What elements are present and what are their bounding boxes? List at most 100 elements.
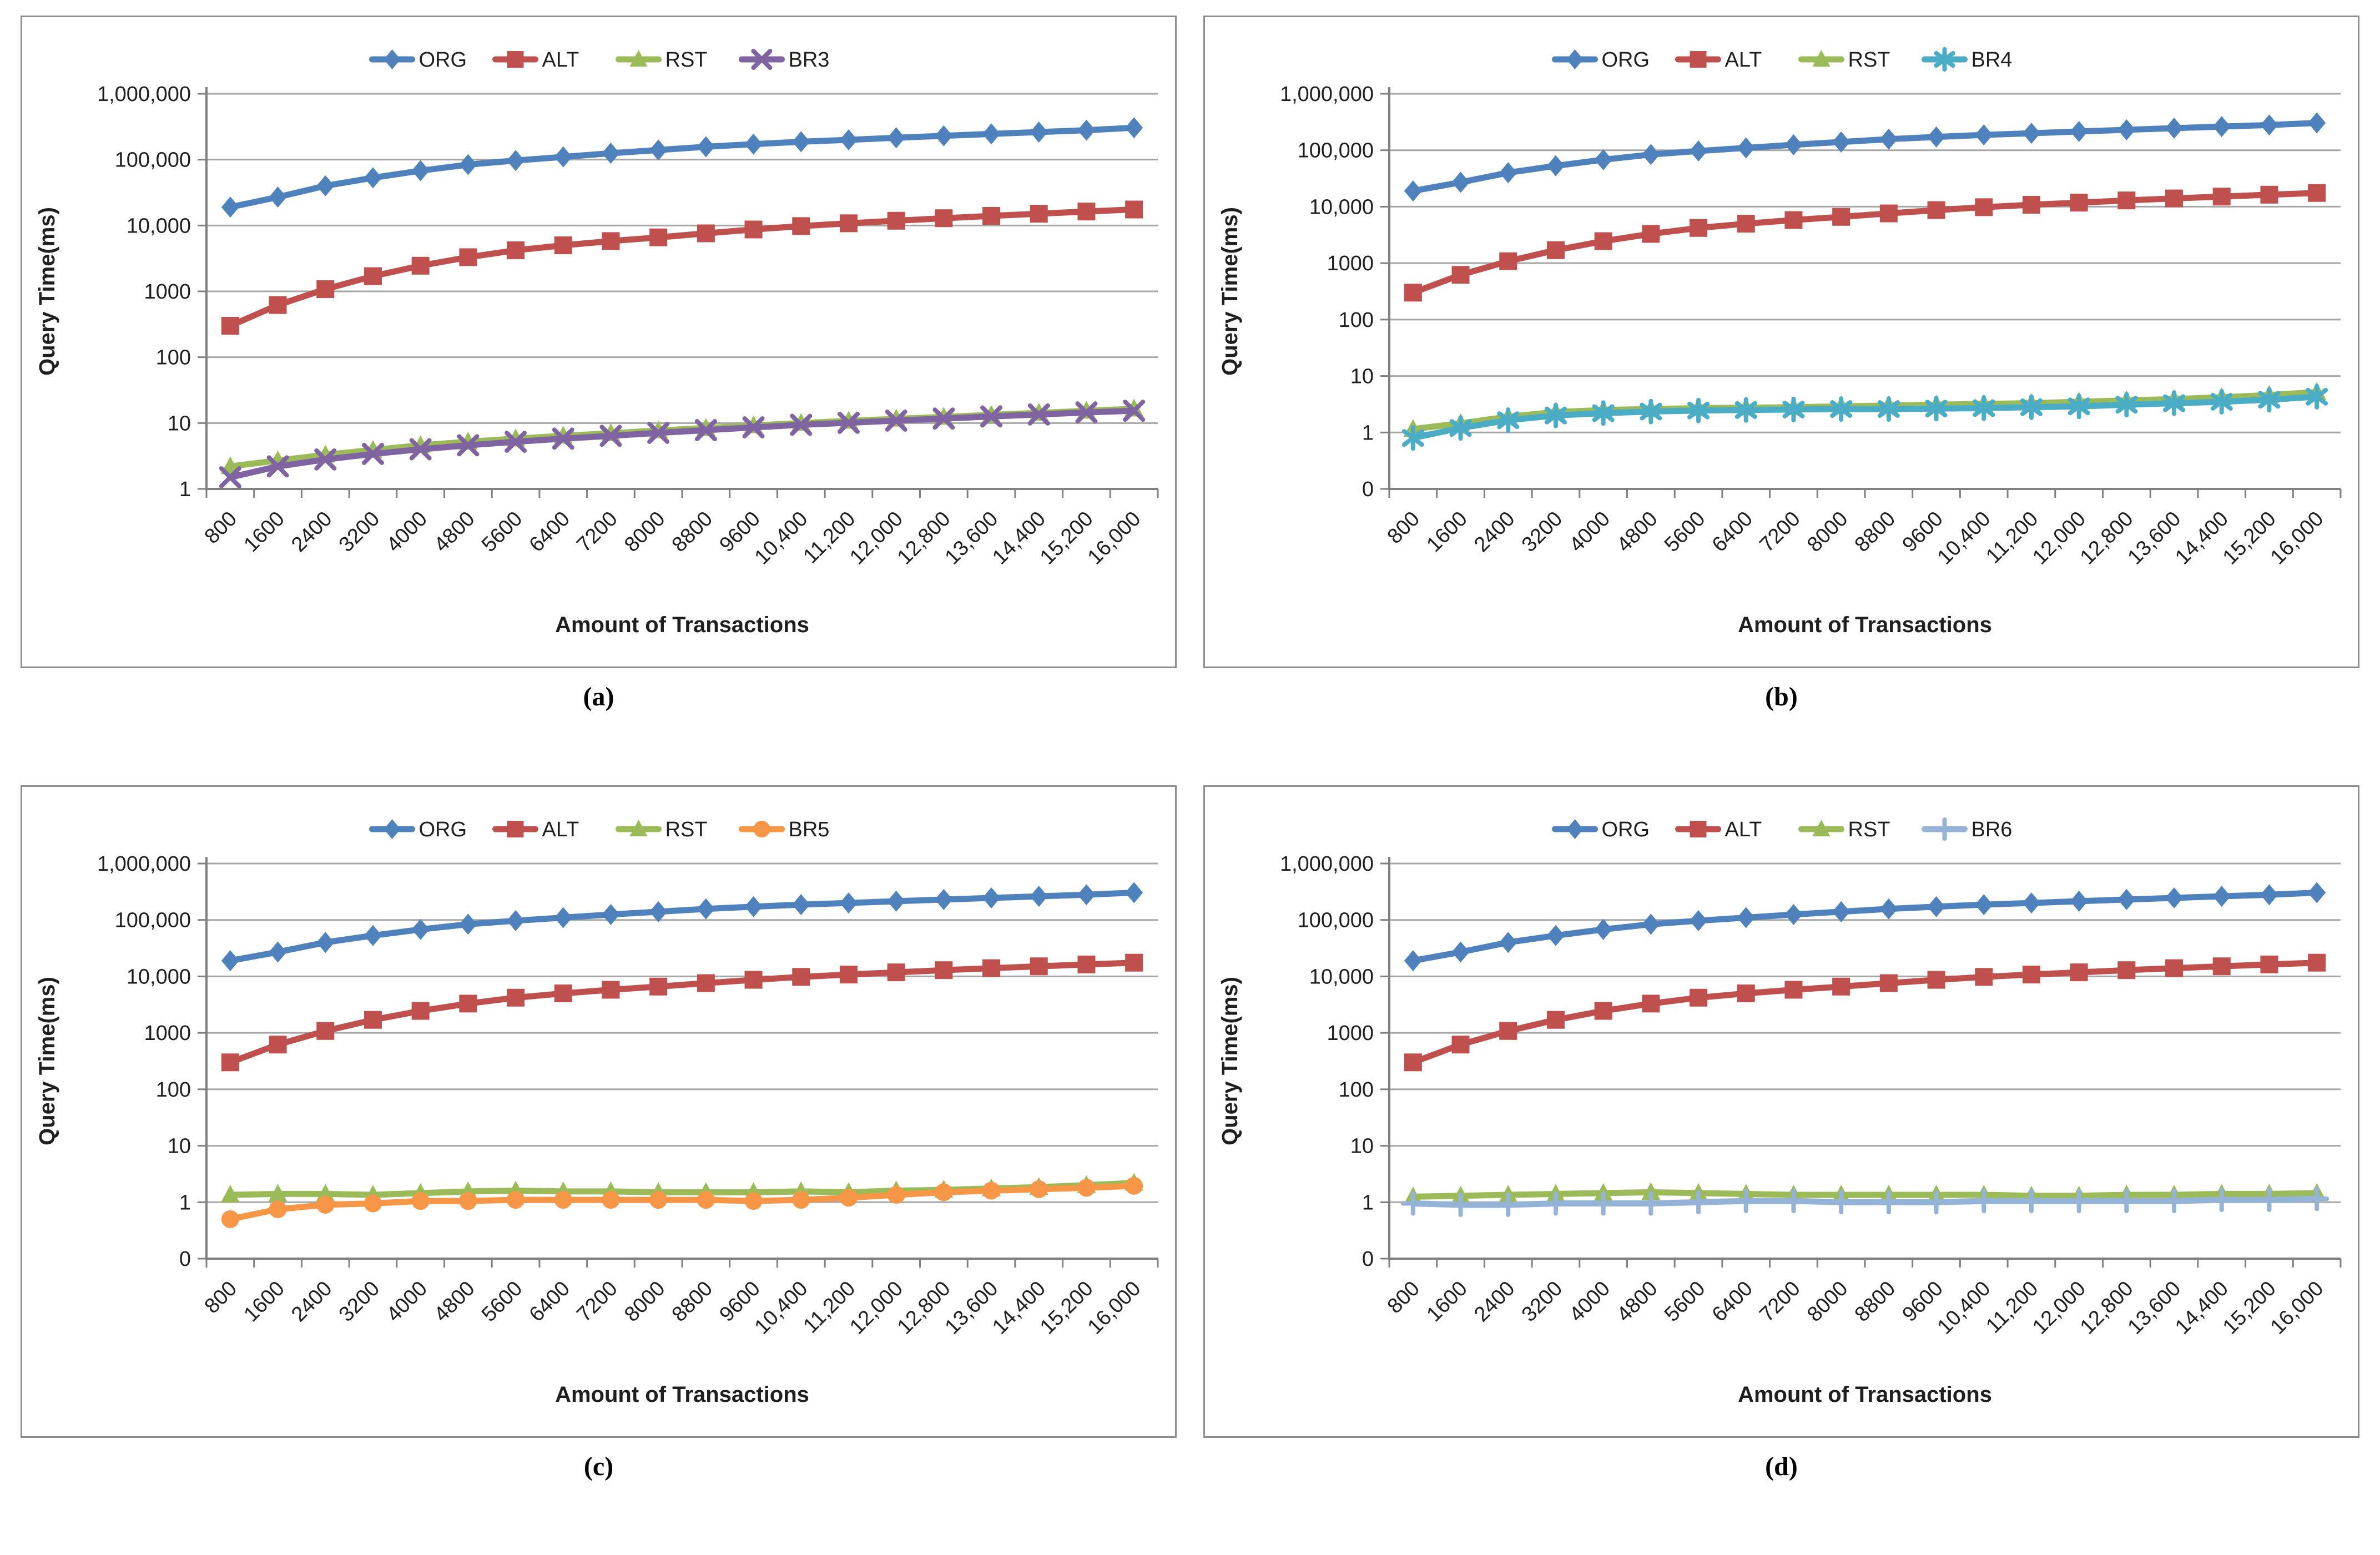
- square-marker: [1737, 215, 1755, 233]
- x-tick-label: 2400: [1470, 507, 1519, 557]
- diamond-marker: [744, 896, 763, 917]
- x-tick-label: 10,400: [750, 507, 813, 569]
- x-tick-label: 7200: [572, 507, 622, 557]
- diamond-marker: [887, 127, 905, 149]
- panel-c: 1,000,000 100,000 10,000 1000 100 10 1 0 800 1600…: [21, 785, 1177, 1438]
- circle-marker: [507, 1191, 525, 1209]
- x-tick-label: 13,600: [941, 507, 1003, 569]
- circle-marker: [364, 1194, 382, 1213]
- diamond-marker: [2117, 119, 2136, 140]
- y-tick-label: 1,000,000: [1280, 852, 1374, 876]
- diamond-marker: [384, 49, 401, 69]
- legend-label-ALT: ALT: [542, 818, 579, 841]
- legend-item-ALT: ALT: [1675, 818, 1762, 841]
- legend-label-ALT: ALT: [1725, 818, 1762, 841]
- diamond-marker: [1832, 901, 1850, 922]
- circle-marker: [411, 1192, 430, 1210]
- diamond-marker: [459, 154, 477, 175]
- y-axis-title: Query Time(ms): [1218, 977, 1242, 1145]
- y-axis-title: Query Time(ms): [35, 207, 59, 376]
- diamond-marker: [1451, 941, 1470, 963]
- asterisk-marker: [1687, 397, 1710, 423]
- circle-marker: [649, 1191, 668, 1209]
- circle-marker: [982, 1182, 1001, 1200]
- square-marker: [697, 224, 715, 243]
- y-tick-label: 100,000: [1298, 909, 1374, 932]
- diamond-marker: [2212, 886, 2231, 907]
- diamond-marker: [744, 133, 763, 155]
- x-marker: [314, 448, 337, 471]
- triangle-marker: [268, 1184, 288, 1202]
- y-tick-label: 0: [1362, 1248, 1374, 1271]
- diamond-marker: [2070, 890, 2088, 912]
- square-marker: [982, 959, 1001, 977]
- legend-label-BR6: BR6: [1971, 818, 2013, 841]
- square-marker: [1451, 266, 1470, 284]
- asterisk-marker: [2068, 393, 2090, 420]
- diamond-marker: [1566, 819, 1584, 839]
- x-tick-label: 4000: [1565, 507, 1615, 557]
- asterisk-marker: [1401, 425, 1424, 451]
- diamond-marker: [1832, 131, 1850, 153]
- asterisk-marker: [1934, 47, 1955, 72]
- x-tick-label: 4800: [1612, 1277, 1662, 1326]
- asterisk-marker: [1592, 400, 1615, 426]
- x-tick-label: 4800: [1612, 507, 1662, 557]
- x-marker: [552, 427, 574, 450]
- plus-marker: [1971, 1189, 1996, 1214]
- diamond-marker: [982, 887, 1001, 908]
- y-tick-label: 0: [1362, 478, 1374, 501]
- ALT-markers: [1404, 184, 2326, 302]
- x-tick-label: 15,200: [1036, 507, 1098, 569]
- square-marker: [649, 228, 668, 246]
- asterisk-marker: [1830, 396, 1853, 422]
- square-marker: [887, 963, 905, 982]
- x-tick-label: 15,200: [2218, 507, 2281, 569]
- square-marker: [1546, 1011, 1565, 1029]
- square-marker: [364, 267, 382, 285]
- x-marker: [219, 466, 241, 489]
- square-marker: [1832, 208, 1850, 226]
- x-tick-label: 3200: [335, 507, 384, 557]
- diamond-marker: [1784, 903, 1803, 925]
- legend-item-BR5: BR5: [739, 818, 829, 841]
- square-marker: [1594, 1002, 1612, 1020]
- ORG-line: [1410, 119, 2320, 194]
- diamond-marker: [364, 925, 382, 946]
- x-tick-label: 10,400: [1933, 507, 1995, 569]
- x-tick-label: 13,600: [2124, 507, 2186, 569]
- asterisk-marker: [1449, 415, 1472, 441]
- x-tick-label: 6400: [525, 1277, 574, 1326]
- BR4-markers: [1401, 383, 2328, 451]
- y-tick-label: 100,000: [115, 909, 191, 932]
- asterisk-marker: [2020, 394, 2043, 420]
- diamond-marker: [697, 136, 715, 158]
- x-tick-label: 4000: [382, 1277, 432, 1326]
- square-marker: [1927, 201, 1945, 219]
- y-tick-label: 100: [1339, 1078, 1374, 1102]
- caption-c: (c): [583, 1452, 614, 1481]
- legend-label-RST: RST: [1848, 818, 1890, 841]
- y-axis-title: Query Time(ms): [1218, 207, 1242, 376]
- chart-d: 1,000,000100,00010,000100010010108001600…: [1218, 817, 2342, 1407]
- x-tick-label: 3200: [1517, 507, 1567, 557]
- figure-row-top: 1,000,000 100,000 10,000 1000 100 10 1 800 1600 2…: [21, 16, 2359, 785]
- diamond-marker: [1566, 49, 1584, 69]
- triangle-marker: [1812, 820, 1831, 836]
- square-marker: [2308, 953, 2326, 972]
- legend-label-ORG: ORG: [419, 48, 467, 72]
- x-tick-label: 15,200: [2218, 1277, 2281, 1339]
- diamond-marker: [2165, 117, 2184, 139]
- diamond-marker: [2022, 892, 2040, 914]
- plus-marker: [1686, 1190, 1711, 1215]
- x-marker: [742, 416, 765, 439]
- x-marker: [885, 409, 907, 432]
- diamond-marker: [1594, 149, 1612, 170]
- plus-marker: [1591, 1191, 1616, 1216]
- x-tick-label: 12,000: [2028, 507, 2090, 569]
- chart-c: 1,000,000100,00010,000100010010108001600…: [35, 818, 1159, 1407]
- diamond-marker: [792, 131, 810, 153]
- asterisk-marker: [2163, 390, 2186, 416]
- x-tick-label: 16,000: [1083, 507, 1146, 569]
- x-marker: [409, 438, 432, 461]
